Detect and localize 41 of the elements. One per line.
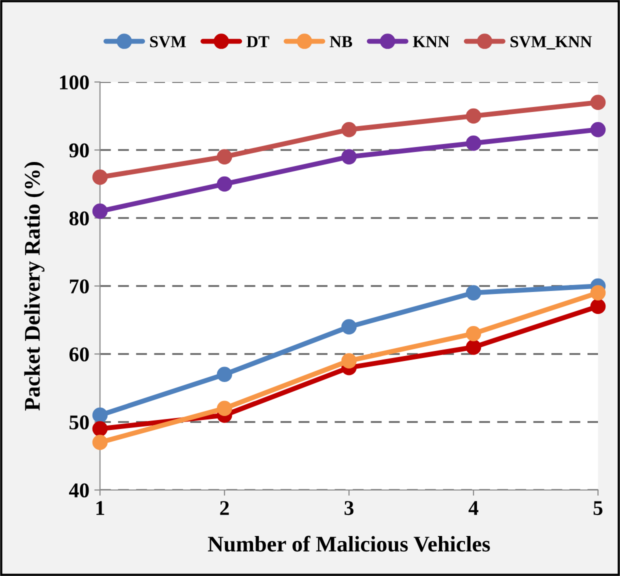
- legend-label: KNN: [412, 36, 450, 48]
- point: [92, 408, 108, 423]
- x-tick-label: 2: [220, 501, 229, 515]
- point: [590, 298, 606, 314]
- point: [341, 149, 357, 164]
- legend-label: DT: [246, 36, 270, 48]
- y-tick-label: 50: [70, 415, 89, 430]
- point: [466, 136, 482, 151]
- point: [92, 170, 108, 185]
- point: [466, 340, 482, 355]
- point: [590, 94, 606, 110]
- point: [216, 176, 232, 192]
- point: [216, 400, 232, 416]
- x-tick-label: 5: [594, 501, 602, 516]
- point: [466, 326, 482, 342]
- point: [341, 353, 357, 368]
- point: [92, 434, 108, 450]
- point: [216, 149, 232, 164]
- legend-label: SVM: [150, 36, 186, 48]
- x-tick-label: 4: [468, 501, 478, 515]
- y-tick-label: 70: [70, 279, 89, 294]
- y-tick-label: 40: [69, 483, 89, 498]
- point: [590, 285, 606, 300]
- y-tick-label: 60: [69, 347, 89, 362]
- point: [216, 366, 232, 382]
- x-tick-label: 1: [96, 501, 104, 515]
- point: [92, 421, 108, 436]
- legend-label: NB: [330, 36, 352, 48]
- point: [341, 319, 357, 334]
- x-axis-title: Number of Malicious Vehicles: [208, 536, 490, 552]
- y-axis-title: Packet Delivery Ratio (%): [24, 162, 44, 411]
- x-tick-label: 3: [344, 501, 354, 516]
- legend-label: SVM_KNN: [510, 36, 592, 50]
- point: [466, 108, 482, 124]
- y-tick-label: 90: [69, 143, 89, 158]
- point: [590, 122, 606, 138]
- point: [92, 204, 108, 219]
- y-tick-label: 100: [60, 75, 89, 90]
- point: [341, 122, 357, 138]
- point: [466, 285, 482, 300]
- y-tick-label: 80: [69, 211, 89, 226]
